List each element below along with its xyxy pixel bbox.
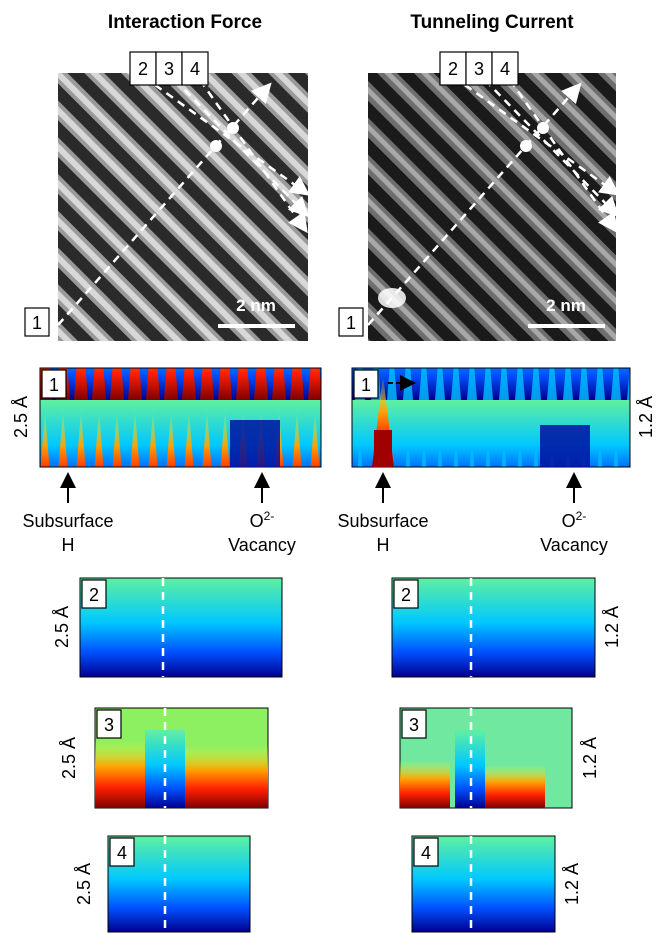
line-label-box (413, 837, 439, 867)
scale-bar-label: 2 nm (236, 296, 276, 315)
line-label: 2 (89, 585, 99, 605)
line-label-box (41, 369, 67, 399)
stm-image (367, 73, 621, 341)
marker-label: Vacancy (540, 535, 608, 555)
marker-label: O2- (250, 509, 275, 531)
profile-map (39, 367, 631, 468)
line-label: 3 (474, 59, 484, 79)
line-label: 4 (190, 59, 200, 79)
line-label-box (353, 369, 379, 399)
marker-label: H (62, 535, 75, 555)
marker-arrows (60, 472, 582, 503)
line-label-boxes (24, 51, 519, 337)
height-label: 2.5 Å (11, 396, 31, 438)
line-label-box (96, 709, 122, 739)
height-label: 2.5 Å (59, 737, 79, 779)
marker-label: O2- (562, 509, 587, 531)
line-label: 1 (32, 313, 42, 333)
marker-label: Subsurface (22, 511, 113, 531)
line-label: 2 (401, 585, 411, 605)
line-label: 3 (409, 715, 419, 735)
profile-map (107, 835, 556, 933)
panel-title: Interaction Force (108, 12, 262, 33)
line-label: 4 (117, 843, 127, 863)
line-label: 1 (361, 375, 371, 395)
height-label: 2.5 Å (52, 606, 72, 648)
marker-label: Vacancy (228, 535, 296, 555)
line-label: 1 (49, 375, 59, 395)
profile-map (94, 707, 573, 809)
line-label: 3 (104, 715, 114, 735)
height-label: 1.2 Å (602, 606, 622, 648)
line-label-box (109, 837, 135, 867)
profile-map (79, 577, 596, 678)
line-label: 4 (421, 843, 431, 863)
marker-label: H (377, 535, 390, 555)
height-label: 1.2 Å (636, 396, 656, 438)
height-label: 1.2 Å (562, 863, 582, 905)
marker-label: Subsurface (337, 511, 428, 531)
height-label: 2.5 Å (74, 863, 94, 905)
line-label: 1 (346, 313, 356, 333)
line-label: 2 (138, 59, 148, 79)
line-label: 3 (164, 59, 174, 79)
line-label: 2 (448, 59, 458, 79)
height-label: 1.2 Å (580, 737, 600, 779)
stm-image (57, 73, 311, 341)
line-label-box (393, 579, 419, 609)
panel-title: Tunneling Current (410, 12, 574, 33)
line-label: 4 (500, 59, 510, 79)
line-label-box (401, 709, 427, 739)
scale-bar-label: 2 nm (546, 296, 586, 315)
line-label-box (81, 579, 107, 609)
